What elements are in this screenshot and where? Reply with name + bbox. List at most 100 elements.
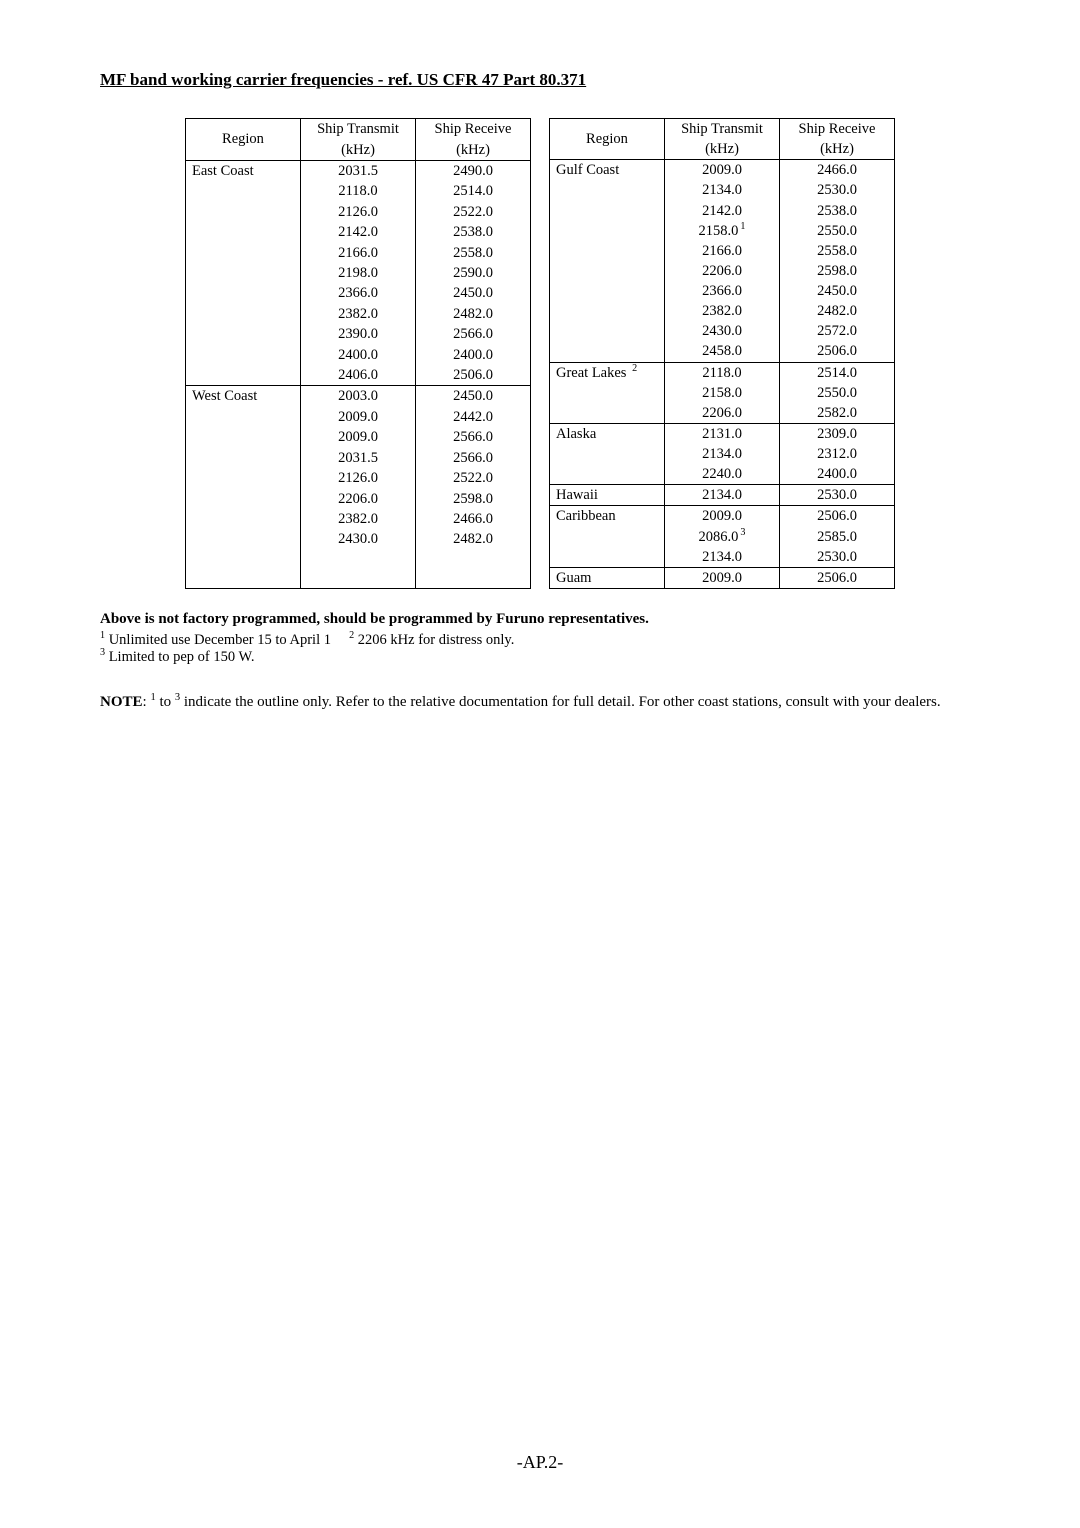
region-cell — [550, 321, 665, 341]
region-cell — [186, 324, 301, 344]
region-cell — [550, 261, 665, 281]
tx-sup: 3 — [738, 527, 745, 538]
rx-cell: 2530.0 — [780, 180, 895, 200]
tx-cell: 2009.0 — [665, 160, 780, 181]
rx-cell: 2522.0 — [416, 468, 531, 488]
tx-cell: 2134.0 — [665, 485, 780, 506]
region-cell — [186, 181, 301, 201]
rx-cell: 2558.0 — [780, 241, 895, 261]
rx-cell: 2482.0 — [780, 301, 895, 321]
rx-cell: 2400.0 — [416, 345, 531, 365]
tx-cell — [301, 550, 416, 569]
rx-cell: 2514.0 — [416, 181, 531, 201]
region-cell — [186, 550, 301, 569]
footnotes: 1 Unlimited use December 15 to April 1 2… — [100, 632, 980, 666]
tx-cell: 2198.0 — [301, 263, 416, 283]
footnote-line-1: 1 Unlimited use December 15 to April 1 2… — [100, 632, 980, 649]
table-row: 2430.02482.0 — [186, 529, 531, 549]
table-row: 2390.02566.0 — [186, 324, 531, 344]
table-row: Great Lakes 22118.02514.0 — [550, 362, 895, 383]
region-cell — [550, 341, 665, 362]
table-row: 2134.02312.0 — [550, 444, 895, 464]
table-row: 2134.02530.0 — [550, 180, 895, 200]
region-cell — [186, 222, 301, 242]
table-row: Caribbean2009.02506.0 — [550, 506, 895, 527]
rx-cell: 2550.0 — [780, 383, 895, 403]
rx-cell: 2466.0 — [780, 160, 895, 181]
region-cell: Great Lakes 2 — [550, 362, 665, 383]
rx-cell: 2590.0 — [416, 263, 531, 283]
table-row: 2142.02538.0 — [550, 201, 895, 221]
region-cell — [550, 547, 665, 568]
rx-cell: 2506.0 — [780, 341, 895, 362]
region-cell — [186, 529, 301, 549]
tx-cell: 2206.0 — [665, 403, 780, 424]
table-row: 2031.52566.0 — [186, 448, 531, 468]
table-row: 2400.02400.0 — [186, 345, 531, 365]
tx-cell: 2366.0 — [301, 283, 416, 303]
header-rx: Ship Receive — [416, 119, 531, 140]
note-label: NOTE — [100, 694, 143, 710]
table-row: 2458.02506.0 — [550, 341, 895, 362]
tx-cell: 2126.0 — [301, 468, 416, 488]
rx-cell: 2598.0 — [780, 261, 895, 281]
table-row: West Coast2003.02450.0 — [186, 386, 531, 407]
rx-cell: 2598.0 — [416, 488, 531, 508]
tables-container: RegionShip TransmitShip Receive(kHz)(kHz… — [100, 118, 980, 589]
footnote-line-2: 3 Limited to pep of 150 W. — [100, 649, 980, 666]
table-row: 2382.02482.0 — [550, 301, 895, 321]
rx-cell: 2582.0 — [780, 403, 895, 424]
tx-cell: 2009.0 — [301, 407, 416, 427]
region-cell — [550, 464, 665, 485]
tx-cell: 2166.0 — [301, 242, 416, 262]
region-cell — [186, 427, 301, 447]
header-rx-unit: (kHz) — [780, 139, 895, 160]
rx-cell: 2442.0 — [416, 407, 531, 427]
note-body: indicate the outline only. Refer to the … — [180, 694, 941, 710]
header-tx: Ship Transmit — [301, 119, 416, 140]
header-tx-unit: (kHz) — [301, 139, 416, 160]
table-row: 2166.02558.0 — [186, 242, 531, 262]
header-tx-unit: (kHz) — [665, 139, 780, 160]
footnote-1-text: Unlimited use December 15 to April 1 — [105, 632, 331, 648]
tx-cell: 2142.0 — [301, 222, 416, 242]
rx-cell: 2558.0 — [416, 242, 531, 262]
tx-cell: 2118.0 — [301, 181, 416, 201]
rx-cell: 2400.0 — [780, 464, 895, 485]
tx-cell: 2134.0 — [665, 547, 780, 568]
rx-cell: 2450.0 — [780, 281, 895, 301]
region-cell — [550, 403, 665, 424]
region-cell — [186, 263, 301, 283]
region-cell — [550, 281, 665, 301]
tx-cell: 2406.0 — [301, 365, 416, 386]
region-cell — [186, 242, 301, 262]
rx-cell — [416, 550, 531, 569]
rx-cell: 2530.0 — [780, 485, 895, 506]
rx-cell: 2530.0 — [780, 547, 895, 568]
region-cell: Caribbean — [550, 506, 665, 527]
region-cell — [550, 301, 665, 321]
table-row: 2206.02598.0 — [550, 261, 895, 281]
tx-cell — [301, 569, 416, 589]
rx-cell — [416, 569, 531, 589]
region-cell — [550, 180, 665, 200]
region-cell — [186, 448, 301, 468]
header-region: Region — [186, 119, 301, 161]
region-cell — [186, 569, 301, 589]
rx-cell: 2538.0 — [416, 222, 531, 242]
tx-cell: 2400.0 — [301, 345, 416, 365]
table-row: 2240.02400.0 — [550, 464, 895, 485]
page-number: -AP.2- — [0, 1452, 1080, 1473]
tx-cell: 2126.0 — [301, 202, 416, 222]
frequency-table-right: RegionShip TransmitShip Receive(kHz)(kHz… — [549, 118, 895, 589]
tx-cell: 2158.01 — [665, 221, 780, 241]
table-row: 2009.02566.0 — [186, 427, 531, 447]
tx-cell: 2009.0 — [665, 567, 780, 588]
table-row: 2206.02582.0 — [550, 403, 895, 424]
table-row: Hawaii2134.02530.0 — [550, 485, 895, 506]
rx-cell: 2506.0 — [780, 506, 895, 527]
tx-cell: 2458.0 — [665, 341, 780, 362]
rx-cell: 2506.0 — [416, 365, 531, 386]
table-row: 2126.02522.0 — [186, 468, 531, 488]
tx-cell: 2382.0 — [301, 509, 416, 529]
